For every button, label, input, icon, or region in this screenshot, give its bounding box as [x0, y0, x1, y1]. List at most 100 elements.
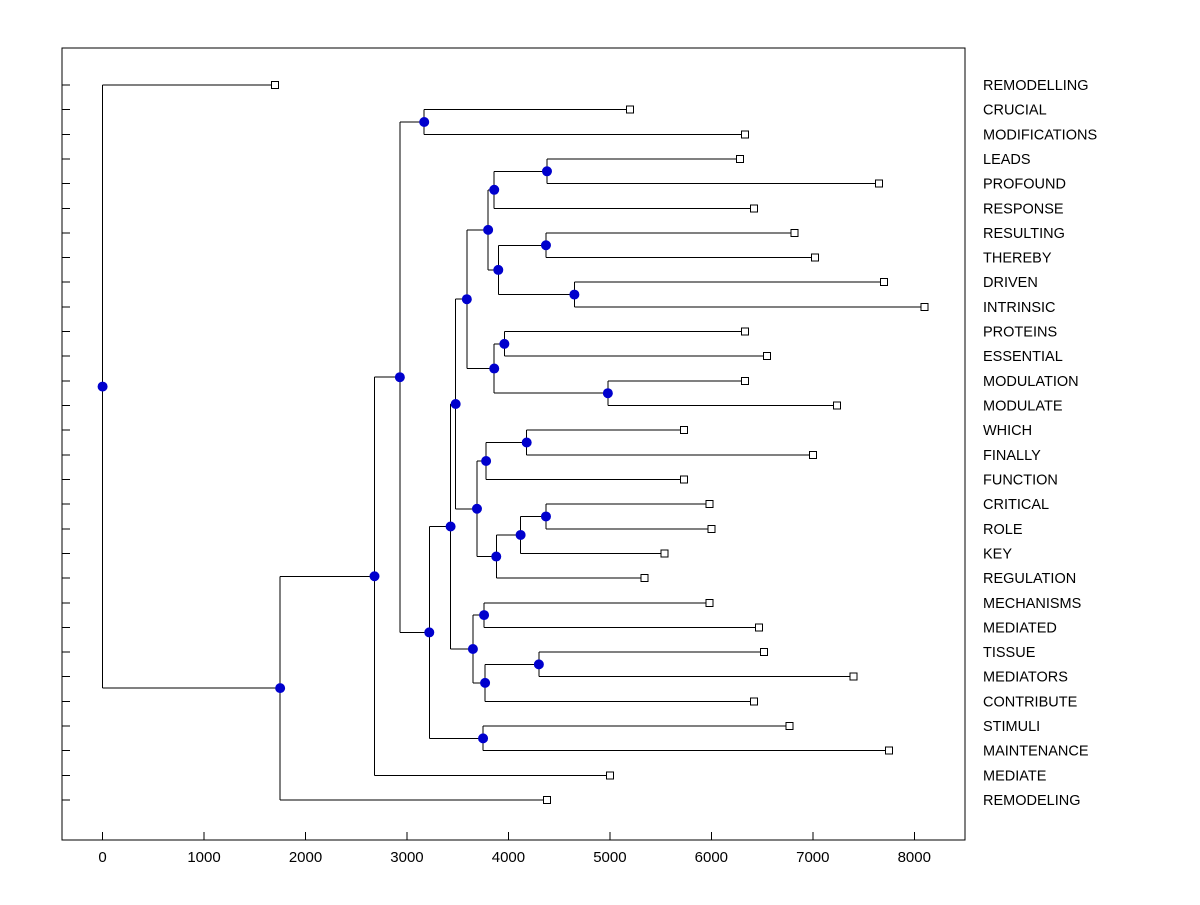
cluster-node-dot: [419, 116, 430, 127]
axis-ticks: [62, 84, 915, 840]
cluster-node-dot: [541, 166, 552, 177]
leaf-square-marker: [763, 352, 772, 361]
leaf-label: MAINTENANCE: [983, 744, 1089, 760]
leaf-label: ESSENTIAL: [983, 349, 1063, 365]
cluster-node-dot: [369, 571, 380, 582]
leaf-label: KEY: [983, 546, 1012, 562]
leaf-label: FINALLY: [983, 448, 1041, 464]
cluster-node-dot: [479, 610, 490, 621]
x-tick-labels: 0 1000 2000 3000 4000 5000 6000 7000 8000: [98, 849, 931, 866]
leaf-label: MECHANISMS: [983, 596, 1081, 612]
leaf-square-marker: [271, 81, 280, 89]
leaf-square-marker: [626, 105, 635, 114]
cluster-node-dot: [540, 240, 551, 251]
leaf-label: PROTEINS: [983, 325, 1057, 341]
leaf-label: PROFOUND: [983, 177, 1066, 193]
leaf-label: CRUCIAL: [983, 103, 1047, 119]
leaf-label: MODIFICATIONS: [983, 127, 1097, 143]
x-tick-label: 8000: [898, 849, 931, 866]
leaf-square-marker: [920, 302, 929, 311]
x-tick-label: 1000: [187, 849, 220, 866]
leaf-label: MEDIATORS: [983, 670, 1068, 686]
x-tick-label: 2000: [289, 849, 322, 866]
leaf-label: ROLE: [983, 522, 1023, 538]
leaf-square-marker: [740, 376, 749, 385]
cluster-node-dot: [493, 264, 504, 275]
cluster-node-dot: [478, 733, 489, 744]
leaf-label: INTRINSIC: [983, 300, 1056, 316]
leaf-square-marker: [833, 401, 842, 410]
leaf-square-marker: [749, 697, 758, 706]
cluster-node-dot: [515, 529, 526, 540]
leaf-label: THEREBY: [983, 251, 1052, 267]
leaf-labels: REMODELLING CRUCIAL MODIFICATIONS LEADS PROF…: [983, 78, 1097, 809]
leaf-square-marker: [640, 574, 649, 583]
cluster-node-dot: [275, 683, 286, 694]
leaf-square-marker: [785, 722, 794, 731]
x-tick-label: 4000: [492, 849, 525, 866]
leaf-square-marker: [808, 450, 817, 459]
cluster-node-dot: [483, 224, 494, 235]
cluster-node-dot: [491, 551, 502, 562]
leaf-square-marker: [679, 426, 688, 435]
cluster-node-dot: [489, 363, 500, 374]
x-tick-label: 5000: [593, 849, 626, 866]
leaf-square-marker: [707, 524, 716, 533]
cluster-node-dot: [480, 677, 491, 688]
leaf-label: LEADS: [983, 152, 1031, 168]
leaf-square-marker: [679, 475, 688, 484]
leaf-label: CRITICAL: [983, 497, 1049, 513]
leaf-label: STIMULI: [983, 719, 1040, 735]
leaf-square-marker: [749, 204, 758, 213]
cluster-node-dot: [540, 511, 551, 522]
leaf-label: RESPONSE: [983, 201, 1064, 217]
cluster-node-dot: [489, 184, 500, 195]
x-tick-label: 0: [98, 849, 106, 866]
cluster-node-dot: [533, 659, 544, 670]
leaf-square-marker: [874, 179, 883, 188]
leaf-label: TISSUE: [983, 645, 1036, 661]
dendrogram-links: [102, 84, 925, 801]
leaf-square-marker: [605, 771, 614, 780]
cluster-node-dot: [602, 388, 613, 399]
leaf-square-marker: [735, 154, 744, 163]
cluster-node-dot: [481, 455, 492, 466]
leaf-label: REMODELING: [983, 793, 1081, 809]
cluster-node-dot: [445, 521, 456, 532]
plot-box: [61, 47, 966, 841]
leaf-square-marker: [884, 746, 893, 755]
leaf-square-marker: [760, 648, 769, 657]
cluster-node-dot: [471, 503, 482, 514]
leaf-label: REGULATION: [983, 571, 1076, 587]
x-tick-label: 3000: [390, 849, 423, 866]
cluster-node-dot: [450, 398, 461, 409]
internal-node-markers: [97, 116, 613, 744]
leaf-markers: [271, 81, 929, 804]
leaf-square-marker: [849, 672, 858, 681]
cluster-node-dot: [521, 437, 532, 448]
leaf-label: CONTRIBUTE: [983, 694, 1078, 710]
leaf-label: WHICH: [983, 423, 1032, 439]
leaf-square-marker: [705, 598, 714, 607]
leaf-square-marker: [705, 500, 714, 509]
cluster-node-dot: [499, 338, 510, 349]
leaf-label: FUNCTION: [983, 472, 1058, 488]
leaf-square-marker: [810, 253, 819, 262]
leaf-label: MODULATE: [983, 399, 1063, 415]
leaf-label: MEDIATED: [983, 620, 1057, 636]
x-tick-label: 6000: [695, 849, 728, 866]
leaf-square-marker: [660, 549, 669, 558]
leaf-label: DRIVEN: [983, 275, 1038, 291]
leaf-label: RESULTING: [983, 226, 1065, 242]
cluster-node-dot: [97, 381, 108, 392]
leaf-square-marker: [740, 130, 749, 139]
leaf-square-marker: [755, 623, 764, 632]
leaf-label: MEDIATE: [983, 768, 1047, 784]
leaf-square-marker: [740, 327, 749, 336]
cluster-node-dot: [569, 289, 580, 300]
cluster-node-dot: [424, 627, 435, 638]
leaf-square-marker: [879, 278, 888, 287]
cluster-node-dot: [394, 372, 405, 383]
